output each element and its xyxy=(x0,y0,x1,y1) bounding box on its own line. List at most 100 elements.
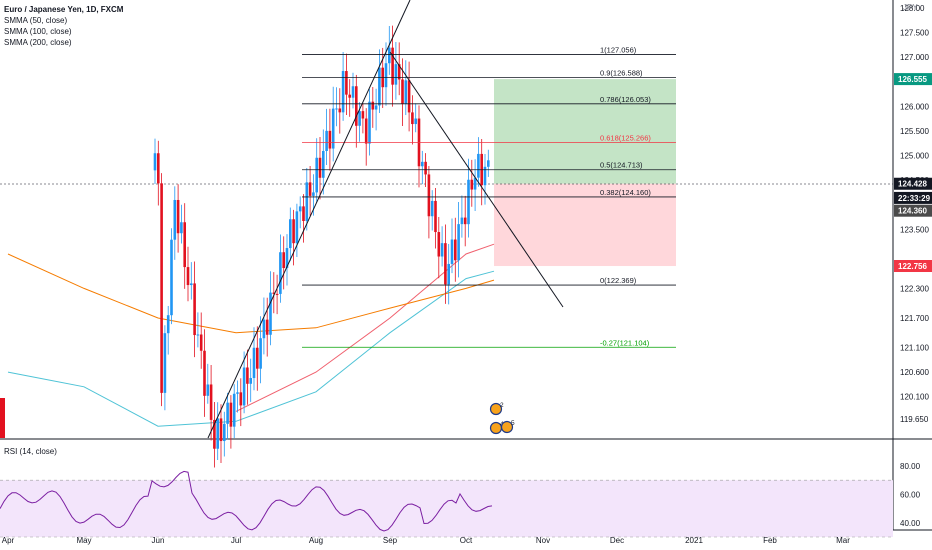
candle-body xyxy=(193,283,196,336)
candle-body xyxy=(232,393,236,427)
price-badge-label: 124.360 xyxy=(898,207,927,216)
candle-body xyxy=(252,347,256,379)
candle-body xyxy=(170,239,173,316)
time-tick-label: 2021 xyxy=(685,536,703,545)
rsi-tick-label: 80.00 xyxy=(900,462,921,471)
candle-body xyxy=(229,402,233,427)
fib-label: 0.618(125.266) xyxy=(600,134,651,143)
candle-body xyxy=(361,111,365,119)
candle-body xyxy=(199,334,203,351)
legend-smma-50[interactable]: SMMA (50, close) xyxy=(4,16,68,25)
candle-body xyxy=(341,71,345,113)
candle-body xyxy=(374,105,378,110)
candle-body xyxy=(318,157,322,178)
rsi-band xyxy=(0,480,893,537)
time-tick-label: Oct xyxy=(460,536,473,545)
candle-body xyxy=(401,79,404,105)
candle-body xyxy=(186,267,190,286)
symbol-title[interactable]: Euro / Japanese Yen, 1D, FXCM xyxy=(4,5,124,14)
candle-body xyxy=(411,112,414,125)
candle-body xyxy=(269,292,272,335)
price-badge-label: 22:33:29 xyxy=(898,194,931,203)
price-tick-label: 119.650 xyxy=(900,415,929,424)
time-tick-label: Apr xyxy=(2,536,15,545)
candle-body xyxy=(424,161,427,175)
candle-body xyxy=(292,219,295,244)
candle-body xyxy=(219,418,223,442)
candle-body xyxy=(0,398,5,438)
candle-body xyxy=(298,206,302,212)
candle-body xyxy=(444,243,447,285)
candles xyxy=(0,25,490,468)
position-zones xyxy=(494,79,676,267)
candle-body xyxy=(163,333,167,393)
rsi-tick-label: 40.00 xyxy=(900,519,921,528)
rsi-line xyxy=(0,470,493,532)
moving-averages xyxy=(7,243,495,427)
price-badge-label: 122.756 xyxy=(898,262,927,271)
candle-body xyxy=(246,367,249,384)
candle-body xyxy=(388,47,391,64)
candle-body xyxy=(305,182,309,222)
candle-body xyxy=(414,118,417,125)
time-tick-label: Sep xyxy=(383,536,398,545)
event-count: 2 xyxy=(500,402,504,409)
candle-body xyxy=(450,239,454,264)
candle-body xyxy=(272,292,276,294)
candle-body xyxy=(166,315,170,334)
time-tick-label: Jul xyxy=(231,536,241,545)
candle-body xyxy=(348,94,351,98)
fib-label: 0.382(124.160) xyxy=(600,188,651,197)
time-tick-label: Feb xyxy=(763,536,777,545)
candle-body xyxy=(312,192,315,196)
event-marker xyxy=(500,420,514,434)
candle-body xyxy=(454,239,457,261)
candle-body xyxy=(434,200,437,233)
candle-body xyxy=(331,108,335,149)
price-badge-label: 124.428 xyxy=(898,180,927,189)
candle-body xyxy=(460,217,464,225)
price-tick-label: 121.100 xyxy=(900,343,929,352)
candle-body xyxy=(457,224,460,261)
price-tick-label: 121.700 xyxy=(900,314,929,323)
rsi-tick-label: 60.00 xyxy=(900,490,921,499)
event-markers[interactable]: 245 xyxy=(489,402,516,435)
legend-smma-100[interactable]: SMMA (100, close) xyxy=(4,27,72,36)
candle-body xyxy=(477,153,480,178)
candle-body xyxy=(295,211,299,244)
candle-body xyxy=(355,86,358,126)
candle-body xyxy=(213,419,216,449)
legend-smma-200[interactable]: SMMA (200, close) xyxy=(4,38,72,47)
candle-body xyxy=(265,319,269,335)
candle-body xyxy=(239,392,243,406)
fib-label: 0.5(124.713) xyxy=(600,161,643,170)
fib-label: -0.27(121.104) xyxy=(600,338,650,347)
candle-body xyxy=(196,334,200,336)
fib-levels[interactable]: 1(127.056) 0.9(126.588) 0.786(126.053) 0.61… xyxy=(302,45,676,348)
trend-lines[interactable] xyxy=(207,0,564,439)
candle-body xyxy=(364,118,368,144)
fib-label: 0.786(126.053) xyxy=(600,95,651,104)
target-zone xyxy=(494,79,676,184)
fib-label: 0.9(126.588) xyxy=(600,68,643,77)
price-badges: 126.555 124.428 22:33:29 124.360 122.756 xyxy=(894,73,932,273)
candle-body xyxy=(467,179,470,225)
time-axis[interactable]: Apr May Jun Jul Aug Sep Oct Nov Dec 2021 Feb Mar xyxy=(2,536,850,545)
price-tick-label: 127.500 xyxy=(900,29,929,38)
candle-body xyxy=(173,199,177,240)
candle-body xyxy=(345,71,348,95)
candle-body xyxy=(487,160,490,167)
time-tick-label: Nov xyxy=(536,536,550,545)
price-tick-label: 122.300 xyxy=(900,284,929,293)
candle-body xyxy=(302,206,305,222)
grid xyxy=(0,0,932,531)
candle-body xyxy=(325,130,328,151)
candle-body xyxy=(256,347,259,369)
time-tick-label: Mar xyxy=(836,536,850,545)
rsi-pane[interactable]: 80.00 60.00 40.00 xyxy=(0,462,921,538)
candle-body xyxy=(190,283,193,286)
rsi-legend[interactable]: RSI (14, close) xyxy=(4,447,57,456)
candle-body xyxy=(371,101,375,110)
